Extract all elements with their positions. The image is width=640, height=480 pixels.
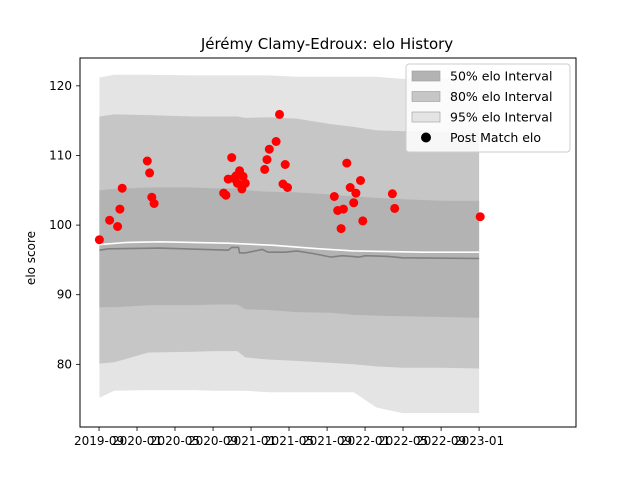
post-match-point bbox=[280, 160, 290, 169]
post-match-point bbox=[338, 204, 348, 214]
post-match-point bbox=[356, 176, 365, 185]
legend-box bbox=[405, 63, 571, 153]
post-match-point bbox=[264, 144, 274, 154]
x-tick-label: 2022-09 bbox=[416, 434, 466, 448]
legend-swatch bbox=[411, 70, 441, 82]
x-tick-label: 2021-09 bbox=[302, 434, 352, 448]
x-tick-label: 2023-01 bbox=[454, 434, 504, 448]
x-tick-label: 2019-09 bbox=[74, 434, 124, 448]
legend-label: 95% elo Interval bbox=[450, 110, 552, 125]
y-axis: 80 90 100 110 120 bbox=[49, 79, 80, 371]
post-match-point bbox=[221, 190, 231, 200]
x-tick-label: 2020-09 bbox=[188, 434, 238, 448]
legend-marker bbox=[421, 132, 431, 143]
post-match-point bbox=[351, 188, 361, 198]
post-match-point bbox=[283, 183, 292, 192]
post-match-point bbox=[271, 137, 281, 146]
legend-swatch bbox=[411, 91, 441, 102]
post-match-point bbox=[342, 158, 352, 168]
y-axis-label: elo score bbox=[24, 231, 38, 285]
x-tick-label: 2020-05 bbox=[150, 434, 200, 448]
median-elo-line bbox=[99, 246, 480, 260]
post-match-point bbox=[113, 222, 123, 231]
y-tick-label: 90 bbox=[57, 288, 72, 302]
chart-title: Jérémy Clamy-Edroux: elo History bbox=[200, 35, 453, 53]
post-match-point bbox=[475, 212, 485, 222]
legend-label: 50% elo Interval bbox=[450, 69, 552, 84]
x-tick-label: 2021-05 bbox=[264, 434, 314, 448]
x-tick-label: 2020-01 bbox=[112, 434, 162, 448]
post-match-point bbox=[262, 155, 272, 165]
x-tick-label: 2022-01 bbox=[340, 434, 390, 448]
mean-elo-line bbox=[99, 240, 480, 253]
post-match-point bbox=[260, 164, 270, 174]
post-match-point bbox=[105, 215, 115, 225]
x-tick-label: 2022-05 bbox=[378, 434, 428, 448]
post-match-point bbox=[345, 183, 355, 192]
post-match-point bbox=[329, 192, 339, 201]
post-match-point bbox=[94, 235, 104, 245]
post-match-point bbox=[145, 168, 155, 178]
y-tick-label: 120 bbox=[49, 79, 72, 93]
x-axis: 2019-092020-012020-052020-092021-012021-… bbox=[74, 427, 504, 448]
post-match-point bbox=[227, 153, 237, 163]
legend-label: Post Match elo bbox=[450, 130, 541, 145]
band-50-interval bbox=[99, 187, 480, 318]
plot-area bbox=[94, 74, 485, 414]
legend-swatch bbox=[411, 111, 441, 123]
post-match-point bbox=[238, 171, 248, 181]
post-match-point bbox=[358, 216, 368, 226]
post-match-point bbox=[117, 183, 127, 193]
legend-label: 80% elo Interval bbox=[450, 89, 552, 104]
post-match-point bbox=[390, 203, 400, 213]
legend: 50% elo Interval 80% elo Interval 95% elo … bbox=[405, 63, 571, 153]
post-match-point bbox=[336, 224, 346, 234]
x-tick-label: 2021-01 bbox=[226, 434, 276, 448]
y-tick-label: 100 bbox=[49, 218, 72, 232]
post-match-point bbox=[275, 109, 284, 119]
plot-frame bbox=[79, 57, 577, 428]
post-match-point bbox=[349, 198, 359, 208]
post-match-point bbox=[115, 204, 125, 214]
post-match-point bbox=[387, 189, 397, 199]
y-tick-label: 80 bbox=[57, 357, 72, 371]
post-match-point bbox=[240, 178, 250, 188]
post-match-point bbox=[142, 156, 152, 166]
post-match-point bbox=[149, 199, 159, 208]
y-tick-label: 110 bbox=[49, 148, 72, 162]
